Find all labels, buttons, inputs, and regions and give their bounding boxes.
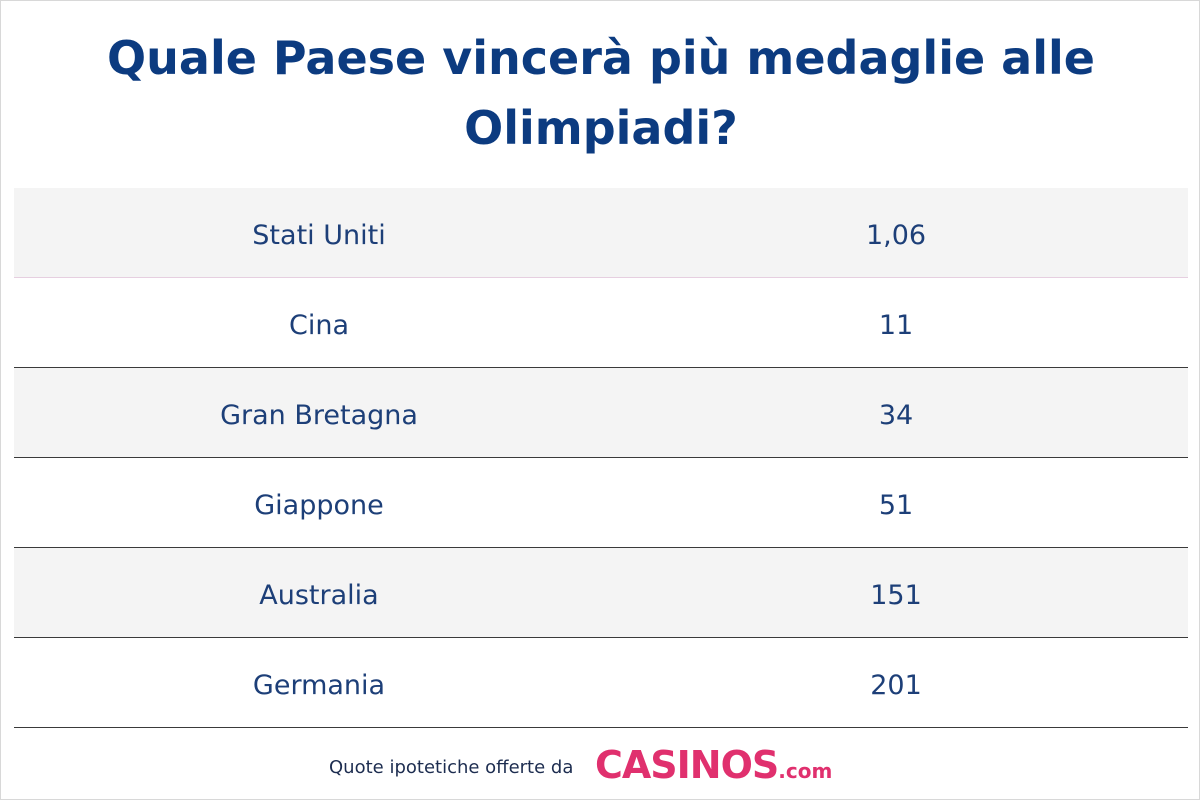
country-cell: Giappone <box>254 490 384 521</box>
table-row: Germania 201 <box>14 638 1188 728</box>
footer: Quote ipotetiche offerte da CASINOS.com <box>1 739 1200 795</box>
odds-table: Stati Uniti 1,06 Cina 11 Gran Bretagna 34 Giap… <box>14 188 1188 728</box>
logo-suffix: .com <box>778 759 833 783</box>
country-cell: Stati Uniti <box>252 220 386 251</box>
country-cell: Germania <box>252 670 386 701</box>
table-row: Cina 11 <box>14 278 1188 368</box>
table-row: Australia 151 <box>14 548 1188 638</box>
table-row: Gran Bretagna 34 <box>14 368 1188 458</box>
footer-text: Quote ipotetiche offerte da <box>329 757 574 778</box>
odds-cell: 1,06 <box>865 220 927 251</box>
country-cell: Gran Bretagna <box>220 400 418 431</box>
logo: CASINOS.com <box>595 743 832 787</box>
table-row: Giappone 51 <box>14 458 1188 548</box>
logo-main: CASINOS <box>595 743 779 787</box>
country-cell: Cina <box>288 310 349 341</box>
table-row: Stati Uniti 1,06 <box>14 188 1188 278</box>
odds-cell: 151 <box>870 580 922 611</box>
odds-cell: 201 <box>870 670 922 701</box>
odds-cell: 51 <box>878 490 914 521</box>
title: Quale Paese vincerà più medaglie alle Ol… <box>107 31 1095 155</box>
odds-cell: 34 <box>878 400 914 431</box>
odds-cell: 11 <box>878 310 914 341</box>
country-cell: Australia <box>259 580 379 611</box>
